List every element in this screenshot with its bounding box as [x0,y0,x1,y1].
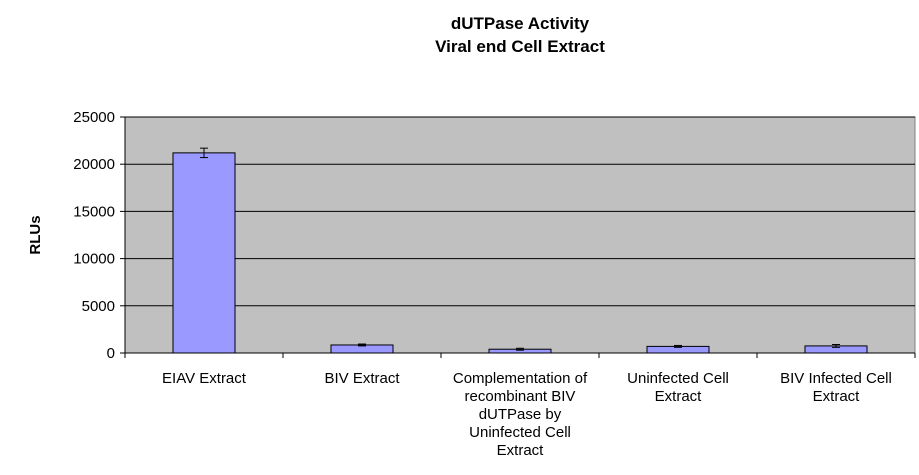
x-tick-label: BIV Extract [324,370,400,387]
y-axis-label: RLUs [27,215,44,254]
x-tick-label: BIV Infected Cell Extract [780,370,892,405]
chart-title: dUTPase Activity [451,14,590,33]
x-tick-label: EIAV Extract [162,370,247,387]
chart-subtitle: Viral end Cell Extract [435,37,605,56]
y-tick-label: 20000 [73,156,115,173]
y-tick-label: 0 [107,345,115,362]
x-tick-label: Uninfected Cell Extract [627,370,729,405]
bar [172,152,236,354]
x-tick-label: Complementation of recombinant BIV dUTPase… [453,370,588,459]
y-tick-label: 10000 [73,251,115,268]
plot-area [124,116,916,354]
y-tick-label: 5000 [82,298,115,315]
y-tick-label: 15000 [73,203,115,220]
y-tick-label: 25000 [73,109,115,126]
